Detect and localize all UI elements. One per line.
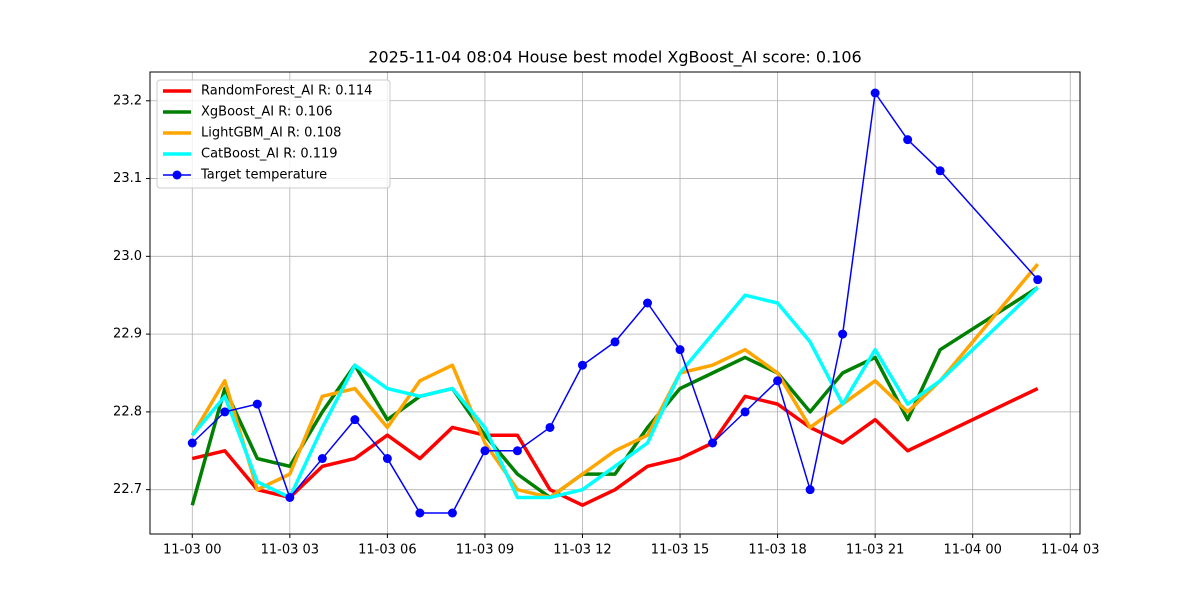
marker	[285, 492, 295, 502]
legend-marker	[172, 170, 182, 180]
marker	[935, 166, 945, 176]
marker	[708, 438, 718, 448]
x-tick-label: 11-03 00	[163, 543, 221, 558]
marker	[805, 485, 815, 495]
legend-label: Target temperature	[200, 168, 327, 183]
marker	[545, 422, 555, 432]
marker	[643, 298, 653, 308]
y-tick-label: 22.9	[113, 327, 142, 342]
marker	[187, 438, 197, 448]
marker	[610, 337, 620, 347]
marker	[350, 415, 360, 425]
legend-label: CatBoost_AI R: 0.119	[201, 147, 338, 162]
marker	[480, 446, 490, 456]
legend-box	[156, 79, 391, 189]
x-tick-label: 11-03 15	[651, 543, 709, 558]
y-tick-label: 23.2	[113, 93, 142, 108]
x-tick-label: 11-03 12	[553, 543, 611, 558]
marker	[415, 508, 425, 518]
series-line	[190, 286, 1039, 500]
marker	[252, 399, 262, 409]
y-tick-label: 22.8	[113, 404, 142, 419]
marker	[512, 446, 522, 456]
marker	[1033, 275, 1043, 285]
marker	[447, 508, 457, 518]
marker	[382, 454, 392, 464]
legend: RandomForest_AI R: 0.114 XgBoost_AI R: 0.…	[156, 79, 391, 189]
chart-title: 2025-11-04 08:04 House best model XgBoos…	[368, 48, 861, 68]
x-tick-label: 11-03 18	[748, 543, 806, 558]
x-tick-label: 11-03 21	[846, 543, 904, 558]
y-tick-label: 23.1	[113, 171, 142, 186]
marker	[317, 454, 327, 464]
legend-label: LightGBM_AI R: 0.108	[201, 126, 341, 141]
marker	[220, 407, 230, 417]
x-tick-label: 11-04 00	[943, 543, 1001, 558]
marker	[577, 360, 587, 370]
marker	[675, 345, 685, 355]
axes-frame	[149, 71, 1081, 535]
x-tick-label: 11-03 09	[456, 543, 514, 558]
series-line	[191, 386, 1039, 507]
marker	[870, 88, 880, 98]
marker	[903, 135, 913, 145]
x-tick-label: 11-03 06	[358, 543, 416, 558]
marker	[773, 376, 783, 386]
legend-label: XgBoost_AI R: 0.106	[201, 105, 333, 120]
legend-label: RandomForest_AI R: 0.114	[201, 84, 372, 99]
x-tick-label: 11-03 03	[261, 543, 319, 558]
marker	[838, 329, 848, 339]
x-tick-label: 11-04 03	[1041, 543, 1099, 558]
y-tick-label: 22.7	[113, 482, 142, 497]
y-tick-label: 23.0	[113, 249, 142, 264]
marker	[740, 407, 750, 417]
